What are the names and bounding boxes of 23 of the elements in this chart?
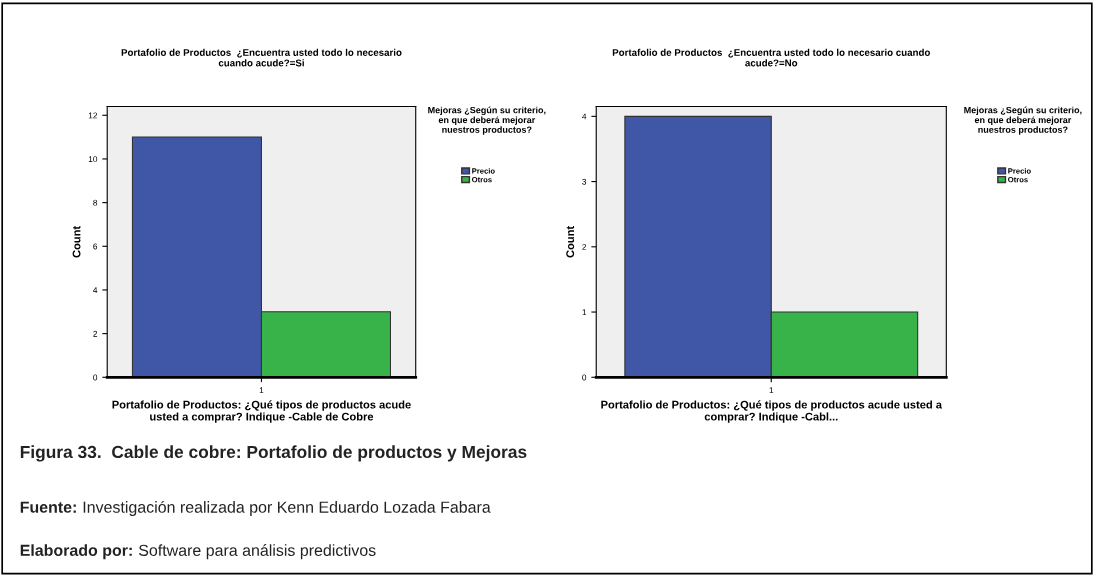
x-axis-title: Portafolio de Productos: ¿Qué tipos de productos acude usted a comprar? Indique -Cable de Cobre bbox=[112, 400, 411, 423]
y-tick-label: 8 bbox=[93, 199, 98, 206]
legend-title: Mejoras ¿Según su criterio, en que deberá mejorar nuestros productos? bbox=[964, 106, 1082, 135]
text: Elaborado por: Software para análisis predictivos bbox=[20, 544, 376, 560]
y-tick-label: 3 bbox=[582, 178, 587, 185]
chart-title: Portafolio de Productos ¿Encuentra usted todo lo necesario cuando acude?=No bbox=[612, 48, 930, 67]
y-tick-label: 6 bbox=[93, 243, 98, 250]
y-axis-title: Count bbox=[566, 226, 575, 258]
y-tick-label: 4 bbox=[93, 287, 98, 293]
source-note: Fuente: Investigación realizada por Kenn Eduardo Lozada Fabara bbox=[20, 500, 491, 516]
y-tick-label: 1 bbox=[582, 309, 587, 316]
y-tick-label: 12 bbox=[88, 112, 98, 119]
y-tick-label: 10 bbox=[88, 156, 98, 163]
y-tick-label: 2 bbox=[582, 244, 587, 250]
x-axis-title: Portafolio de Productos: ¿Qué tipos de productos acude usted a comprar? Indique -Cabl... bbox=[601, 400, 943, 423]
y-axis-title: Count bbox=[72, 226, 81, 258]
text: Figura 33. Cable de cobre: Portafolio de productos y Mejoras bbox=[20, 445, 527, 462]
legend-title: Mejoras ¿Según su criterio, en que deberá mejorar nuestros productos? bbox=[428, 106, 546, 135]
y-tick-label: 4 bbox=[582, 113, 587, 120]
chart-title: Portafolio de Productos ¿Encuentra usted todo lo necesario cuando acude?=Si bbox=[121, 48, 402, 67]
y-tick-label: 2 bbox=[93, 330, 98, 337]
y-tick-label: 0 bbox=[582, 374, 587, 381]
y-tick-label: 0 bbox=[93, 374, 98, 381]
